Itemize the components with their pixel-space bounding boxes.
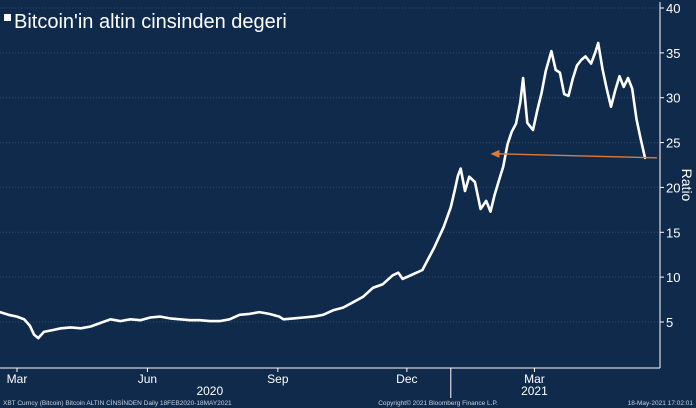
y-tick-label: 20: [666, 180, 680, 195]
x-year-label: 2021: [521, 384, 548, 398]
y-tick-label: 10: [666, 270, 680, 285]
y-tick-label: 35: [666, 46, 680, 61]
x-tick-label: Mar: [524, 372, 545, 386]
series-line: [0, 41, 647, 340]
x-tick-label: Sep: [267, 372, 289, 386]
annotations: [490, 149, 658, 159]
x-tick-label: Dec: [396, 372, 417, 386]
footer-copyright: Copyright© 2021 Bloomberg Finance L.P.: [378, 399, 498, 407]
footer-source: XBT Curncy (Bitcoin) Bitcoin ALTIN CİNSİ…: [3, 398, 232, 407]
y-axis-label: Ratio: [679, 169, 695, 202]
y-axis: 5 10 15 20 25 30 35 40: [659, 1, 680, 368]
y-tick-label: 15: [666, 225, 680, 240]
x-tick-label: Mar: [7, 372, 28, 386]
footer-timestamp: 18-May-2021 17:02:01: [628, 400, 694, 407]
annotation-arrow-head: [490, 149, 500, 158]
x-tick-label: Jun: [138, 372, 157, 386]
y-tick-label: 25: [666, 136, 680, 151]
y-tick-label: 40: [666, 1, 680, 16]
chart-title: Bitcoin'in altin cinsinden degeri: [14, 11, 287, 33]
x-year-label: 2020: [196, 384, 223, 398]
series: [0, 41, 647, 340]
title-bullet-icon: [4, 14, 11, 21]
y-tick-label: 30: [666, 91, 680, 106]
annotation-arrow-line: [496, 153, 658, 159]
y-tick-label: 5: [666, 315, 673, 330]
gridlines: [0, 7, 660, 323]
x-axis: Mar Jun Sep Dec Mar 2020 2021: [0, 367, 660, 398]
